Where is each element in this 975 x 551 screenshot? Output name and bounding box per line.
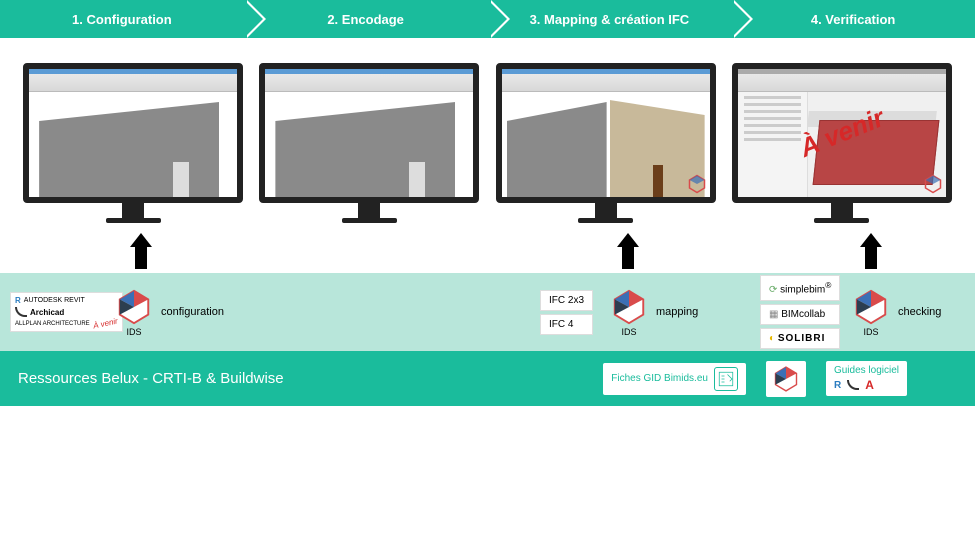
- revit-icon: R: [834, 380, 841, 391]
- ids-config: IDS configuration: [115, 288, 224, 337]
- ifc4: IFC 4: [540, 314, 593, 335]
- resources-title: Ressources Belux - CRTI-B & Buildwise: [18, 370, 284, 387]
- ids-card: [766, 361, 806, 397]
- step-label: 2. Encodage: [327, 12, 404, 27]
- software-logos: RAUTODESK REVIT Archicad ALLPLAN ARCHITE…: [10, 292, 123, 332]
- side-panel: [738, 92, 808, 197]
- step-2: 2. Encodage: [244, 0, 488, 38]
- label: ALLPLAN ARCHITECTURE: [15, 321, 90, 327]
- fiches-card: Fiches GID Bimids.eu: [603, 363, 746, 395]
- step-1: 1. Configuration: [0, 0, 244, 38]
- solibri: ◐ SOLIBRI: [760, 328, 840, 349]
- bottom-band: Ressources Belux - CRTI-B & Buildwise Fi…: [0, 351, 975, 406]
- canvas: [502, 92, 710, 197]
- monitor-stand: [831, 203, 853, 218]
- wall-shape: [275, 102, 455, 197]
- checker-list: ⟳ simplebim® ▦ BIMcollab ◐ SOLIBRI: [760, 275, 840, 348]
- ids-hex-icon: [852, 288, 890, 326]
- monitor-3: [496, 63, 716, 223]
- label: AUTODESK REVIT: [24, 297, 85, 304]
- canvas: [29, 92, 237, 197]
- mid-band: RAUTODESK REVIT Archicad ALLPLAN ARCHITE…: [0, 273, 975, 351]
- config-label: configuration: [161, 306, 224, 318]
- door: [173, 162, 189, 197]
- simplebim: ⟳ simplebim®: [760, 275, 840, 300]
- monitor-base: [106, 218, 161, 223]
- canvas: [265, 92, 473, 197]
- checking-label: checking: [898, 306, 941, 318]
- monitor-base: [578, 218, 633, 223]
- fiches-label: Fiches GID Bimids.eu: [611, 373, 708, 384]
- monitor-stand: [358, 203, 380, 218]
- wall-shape: [39, 102, 219, 197]
- checklist-icon: [714, 367, 738, 391]
- ids-hex-icon: [923, 174, 943, 194]
- monitor-stand: [122, 203, 144, 218]
- screen: À venir: [732, 63, 952, 203]
- ids-mapping: IDS mapping: [610, 288, 698, 337]
- archicad-icon: [847, 380, 859, 390]
- monitors-row: À venir: [0, 38, 975, 233]
- guides-card: Guides logiciel R A: [826, 361, 907, 396]
- label: simplebim: [780, 285, 825, 296]
- label: Archicad: [30, 308, 64, 317]
- monitor-1: [23, 63, 243, 223]
- ids-hex-icon: [687, 174, 707, 194]
- ifc-versions: IFC 2x3 IFC 4: [540, 290, 593, 335]
- ids-label: IDS: [610, 327, 648, 337]
- monitor-stand: [595, 203, 617, 218]
- step-3: 3. Mapping & création IFC: [488, 0, 732, 38]
- step-4: 4. Verification: [731, 0, 975, 38]
- monitor-2: [259, 63, 479, 223]
- step-label: 3. Mapping & création IFC: [530, 12, 690, 27]
- wall-shape: [507, 102, 607, 197]
- ids-hex-icon: [772, 365, 800, 393]
- process-steps: 1. Configuration 2. Encodage 3. Mapping …: [0, 0, 975, 38]
- ribbon: [265, 74, 473, 92]
- ids-hex-icon: [610, 288, 648, 326]
- ifc2x3: IFC 2x3: [540, 290, 593, 311]
- allplan-icon: A: [865, 378, 874, 392]
- monitor-4: À venir: [732, 63, 952, 223]
- arrows-row: [0, 233, 975, 273]
- revit-logo: RAUTODESK REVIT: [15, 296, 118, 305]
- mapping-label: mapping: [656, 306, 698, 318]
- label: SOLIBRI: [778, 333, 826, 344]
- monitor-base: [814, 218, 869, 223]
- ids-label: IDS: [852, 327, 890, 337]
- screen: [496, 63, 716, 203]
- up-arrow-icon: [860, 233, 882, 269]
- ribbon: [738, 74, 946, 92]
- step-label: 1. Configuration: [72, 12, 172, 27]
- door: [653, 165, 663, 200]
- bimcollab: ▦ BIMcollab: [760, 304, 840, 325]
- ribbon: [29, 74, 237, 92]
- ids-checking: IDS checking: [852, 288, 941, 337]
- software-list: RAUTODESK REVIT Archicad ALLPLAN ARCHITE…: [10, 292, 123, 332]
- archicad-logo: Archicad: [15, 307, 118, 317]
- step-label: 4. Verification: [811, 12, 896, 27]
- ids-hex-icon: [115, 288, 153, 326]
- allplan-logo: ALLPLAN ARCHITECTUREÀ venir: [15, 319, 118, 328]
- guides-label: Guides logiciel: [834, 365, 899, 376]
- screen: [23, 63, 243, 203]
- screen: [259, 63, 479, 203]
- label: BIMcollab: [781, 309, 825, 320]
- ids-label: IDS: [115, 327, 153, 337]
- up-arrow-icon: [617, 233, 639, 269]
- ribbon: [502, 74, 710, 92]
- up-arrow-icon: [130, 233, 152, 269]
- door: [409, 162, 425, 197]
- monitor-base: [342, 218, 397, 223]
